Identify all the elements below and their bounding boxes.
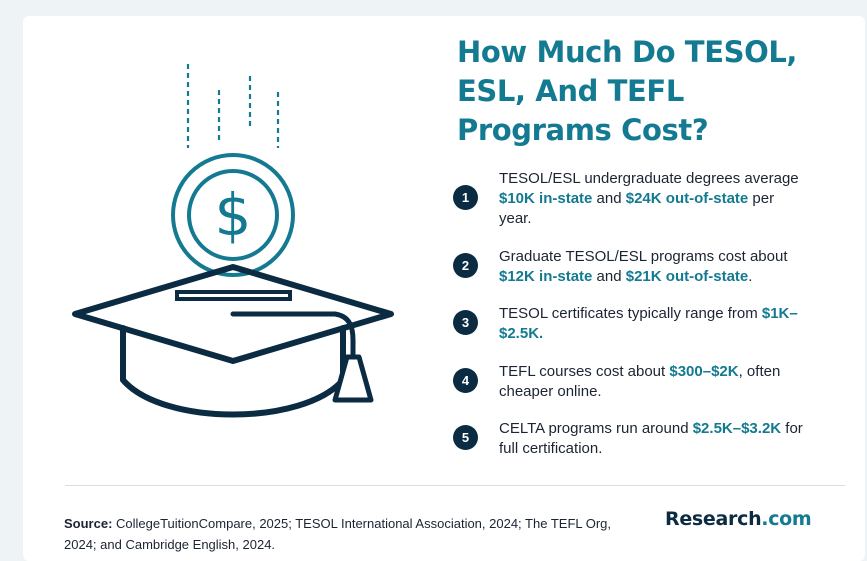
divider [65,485,845,486]
cap-board [72,264,394,364]
cap-base [120,325,346,418]
coin-slot [175,290,292,301]
number-badge: 3 [453,310,478,335]
tassel-cord [230,311,356,362]
item-text: TESOL certificates typically range from … [499,305,798,342]
dollar-sign: $ [215,181,252,249]
number-badge: 4 [453,368,478,393]
item-text: TEFL courses cost about $300–$2K, often … [499,363,781,400]
item-text: TESOL/ESL undergraduate degrees average … [499,170,799,227]
source-note: Source: CollegeTuitionCompare, 2025; TES… [64,516,612,552]
brand-logo: Research.com [665,508,812,530]
item-text: CELTA programs run around $2.5K–$3.2K fo… [499,420,803,457]
infographic-card: $ How Much Do TESOL, ESL, And TEFL Progr… [23,16,865,561]
number-badge: 2 [453,253,478,278]
number-badge: 1 [453,185,478,210]
item-text: Graduate TESOL/ESL programs cost about $… [499,248,788,285]
page-title: How Much Do TESOL, ESL, And TEFL Program… [457,35,798,147]
tassel [332,354,374,403]
dollar-coin-icon: $ [171,153,295,277]
number-badge: 5 [453,425,478,450]
graduation-cap-with-dollar-coin-icon: $ [72,64,394,418]
